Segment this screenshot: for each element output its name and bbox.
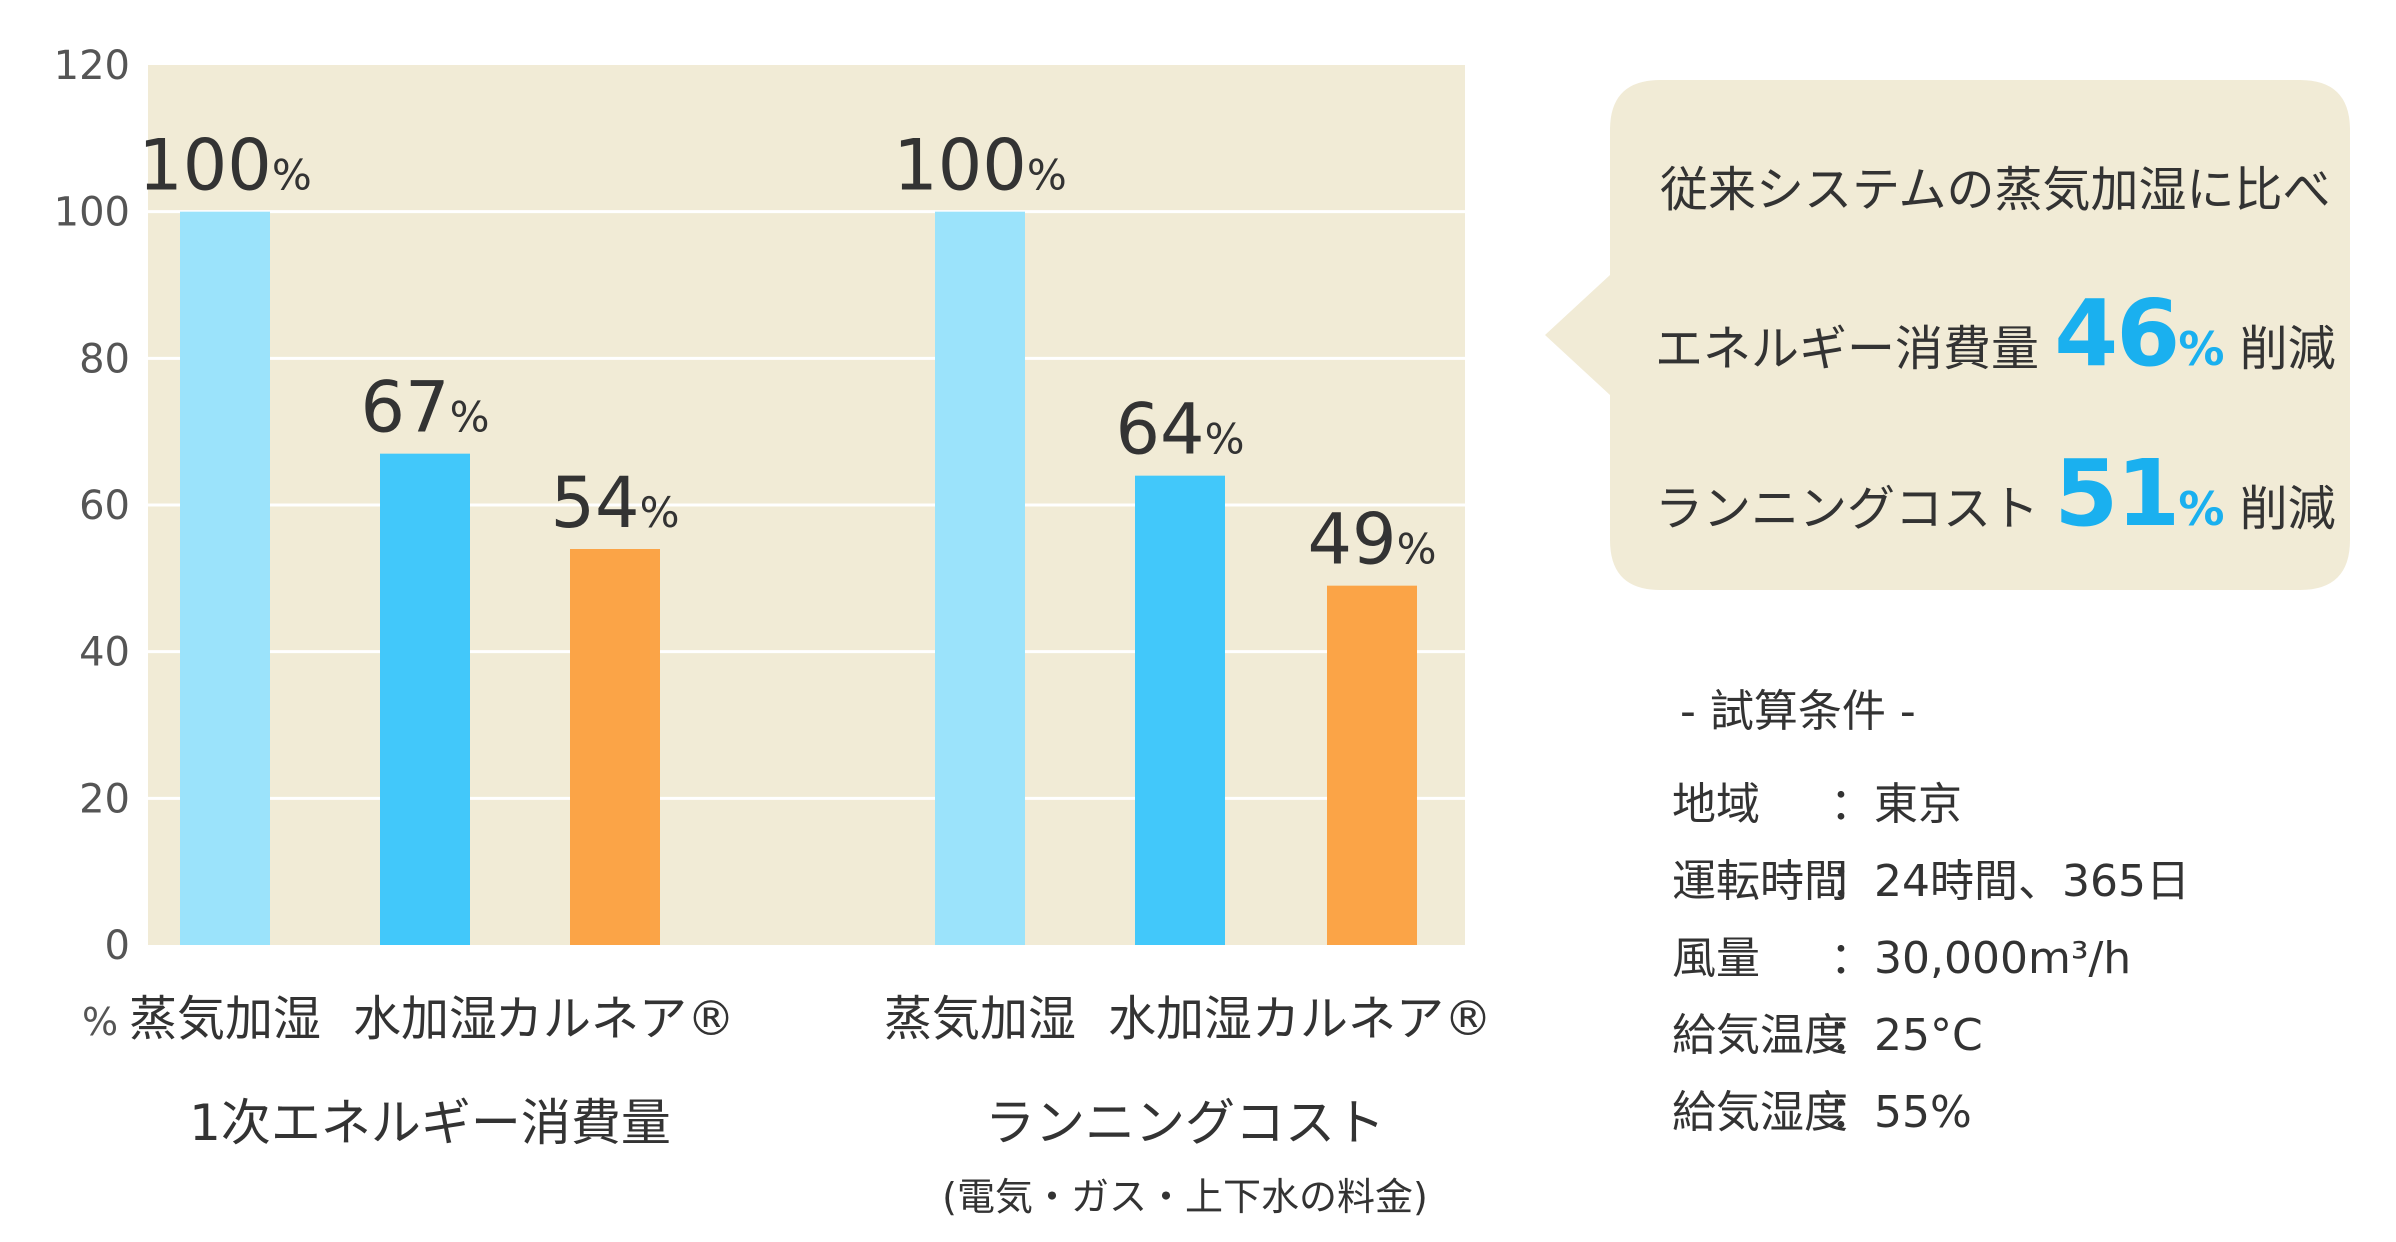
condition-value: ：30,000m³/h (1830, 933, 2132, 984)
condition-value: ：24時間、365日 (1830, 856, 2190, 907)
condition-label: 運転時間 (1672, 856, 1848, 907)
bar-value-label: 100% (893, 125, 1067, 207)
x-category-label: 蒸気加湿 (884, 991, 1076, 1047)
x-category-label: 蒸気加湿 (129, 991, 321, 1047)
bar-value-label: 54% (551, 462, 680, 544)
bar-value-label: 100% (138, 125, 312, 207)
group-sublabel: (電気・ガス・上下水の料金) (942, 1175, 1428, 1219)
energy-reduction-value: 46 (2054, 280, 2180, 387)
y-tick-label: 20 (79, 776, 130, 822)
x-category-label: カルネア® (495, 991, 735, 1047)
conditions-title: - 試算条件 - (1680, 686, 1916, 737)
callout-line-1: 従来システムの蒸気加湿に比べ (1660, 162, 2331, 218)
bar (380, 453, 470, 945)
y-tick-label: 40 (79, 630, 130, 676)
bar (180, 211, 270, 945)
cost-reduction-value: 51 (2054, 440, 2180, 547)
condition-label: 風量 (1672, 933, 1760, 984)
condition-value: ：55% (1830, 1087, 1972, 1138)
condition-value: ：25°C (1830, 1010, 1983, 1061)
group-label: ランニングコスト (985, 1094, 1385, 1152)
bar (935, 211, 1025, 945)
condition-label: 地域 (1672, 779, 1760, 830)
energy-reduction-suffix: 削減 (2239, 321, 2336, 377)
callout-bubble (1545, 80, 2350, 590)
y-tick-label: 80 (79, 336, 130, 382)
cost-label: ランニングコスト (1655, 481, 2040, 537)
y-axis: 0 20 40 60 80 100 120% (54, 43, 130, 1044)
bar-value-label: 64% (1116, 389, 1245, 471)
y-axis-unit: % (82, 1000, 118, 1044)
energy-label: エネルギー消費量 (1655, 321, 2040, 377)
y-tick-label: 0 (105, 923, 130, 969)
cost-reduction-percent: % (2178, 482, 2225, 536)
bar (570, 549, 660, 945)
y-tick-label: 120 (54, 43, 130, 89)
bar (1327, 585, 1417, 945)
y-tick-label: 100 (54, 190, 130, 236)
x-category-label: カルネア® (1252, 991, 1492, 1047)
x-category-label: 水加湿 (1108, 991, 1252, 1047)
callout-line-2: エネルギー消費量 46% 削減 (1655, 280, 2336, 387)
bars: 100% 67% 54% 100% 64% 49% (138, 125, 1437, 945)
condition-label: 給気温度 (1672, 1010, 1848, 1061)
condition-value: ：東京 (1830, 779, 1962, 830)
condition-label: 給気湿度 (1672, 1087, 1848, 1138)
bar (1135, 475, 1225, 945)
cost-reduction-suffix: 削減 (2239, 481, 2336, 537)
gridlines (148, 210, 1465, 800)
callout-line-3: ランニングコスト 51% 削減 (1655, 440, 2336, 547)
bar-value-label: 67% (361, 367, 490, 449)
energy-reduction-percent: % (2178, 322, 2225, 376)
y-tick-label: 60 (79, 483, 130, 529)
bar-value-label: 49% (1308, 499, 1437, 581)
group-label: 1次エネルギー消費量 (189, 1094, 671, 1152)
x-category-label: 水加湿 (353, 991, 497, 1047)
